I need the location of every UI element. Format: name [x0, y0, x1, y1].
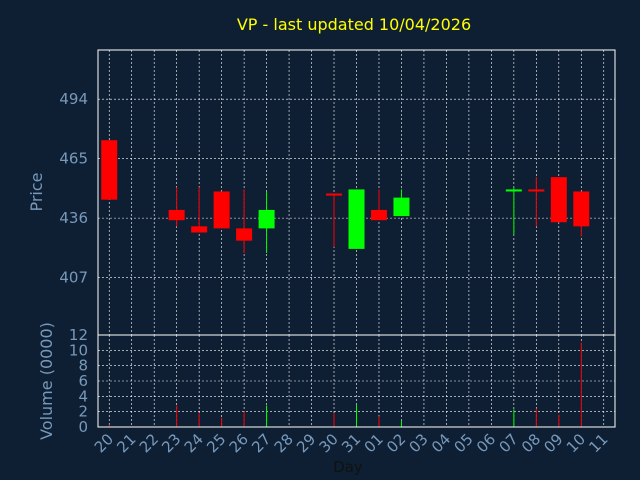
candle-body: [550, 177, 567, 223]
candle-body: [258, 209, 275, 229]
chart-title: VP - last updated 10/04/2026: [237, 15, 471, 34]
candle-body: [168, 209, 185, 221]
volume-tick-label: 6: [78, 372, 88, 390]
volume-panel-border: [97, 334, 616, 428]
candle-body: [213, 191, 230, 229]
volume-bars: [108, 342, 582, 427]
candle-body: [191, 226, 208, 233]
volume-tick-label: 12: [69, 326, 88, 344]
volume-tick-label: 10: [69, 341, 88, 359]
volume-tick-label: 8: [78, 357, 88, 375]
candles: [101, 140, 590, 253]
price-tick-label: 407: [59, 269, 88, 287]
candle-body: [370, 209, 387, 221]
price-y-ticks: 407 436 465 494: [59, 90, 88, 286]
candle-body: [573, 191, 590, 227]
price-grid: [98, 50, 615, 335]
x-ticks: 2021222324252627282930310102030405060708…: [91, 430, 612, 456]
price-tick-label: 436: [59, 209, 88, 227]
price-tick-label: 494: [59, 90, 88, 108]
x-axis-label: Day: [333, 458, 363, 476]
candle-body: [326, 193, 343, 196]
candle-body: [348, 189, 365, 249]
price-tick-label: 465: [59, 150, 88, 168]
candle-body: [101, 140, 118, 200]
volume-axis-label: Volume (0000): [37, 322, 56, 440]
candle-body: [393, 197, 410, 217]
candle-body: [528, 189, 545, 192]
candle-body: [505, 189, 522, 192]
candle-body: [236, 228, 253, 241]
volume-tick-label: 2: [78, 403, 88, 421]
volume-tick-label: 4: [78, 387, 88, 405]
volume-tick-label: 0: [78, 418, 88, 436]
price-axis-label: Price: [27, 172, 46, 211]
